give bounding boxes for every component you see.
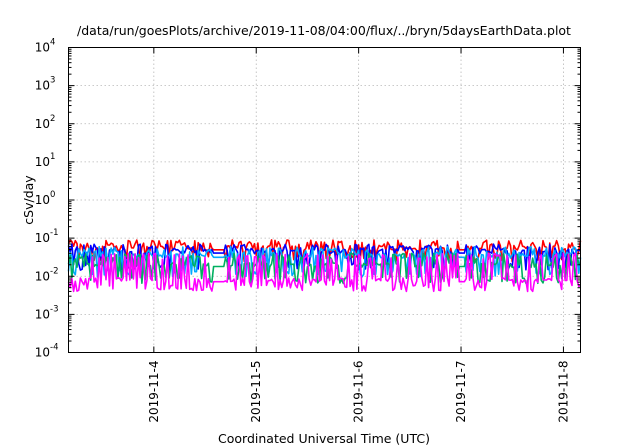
series-line: [67, 252, 581, 293]
y-tick-exponent: 1: [50, 152, 55, 162]
y-tick-exponent: -3: [50, 304, 58, 314]
series-layer: [67, 239, 582, 293]
y-tick-exponent: 0: [50, 190, 55, 200]
y-tick-label: 10: [35, 41, 50, 55]
x-tick-label: 2019-11-4: [147, 361, 161, 423]
x-tick-label: 2019-11-8: [556, 361, 570, 423]
y-tick-label: 10: [35, 155, 50, 169]
y-tick-exponent: 3: [50, 76, 55, 86]
y-tick-label: 10: [35, 231, 50, 245]
y-tick-label: 10: [35, 193, 50, 207]
series-line: [67, 239, 582, 263]
x-tick-label: 2019-11-7: [454, 361, 468, 423]
y-axis-label: cSv/day: [21, 175, 36, 225]
y-tick-label: 10: [35, 117, 50, 131]
y-tick-exponent: 2: [50, 114, 55, 124]
y-tick-exponent: -1: [50, 228, 58, 238]
x-tick-label: 2019-11-5: [249, 361, 263, 423]
y-tick-label: 10: [35, 79, 50, 93]
y-tick-exponent: -4: [50, 343, 58, 353]
y-tick-exponent: -2: [50, 266, 58, 276]
y-tick-label: 10: [35, 269, 50, 283]
y-tick-exponent: 4: [50, 38, 55, 48]
series-line: [67, 243, 581, 271]
grid-layer: [68, 47, 581, 353]
chart-title: /data/run/goesPlots/archive/2019-11-08/0…: [77, 23, 571, 38]
y-tick-label: 10: [35, 346, 50, 360]
x-tick-label: 2019-11-6: [352, 361, 366, 423]
y-tick-label: 10: [35, 307, 50, 321]
x-axis-label: Coordinated Universal Time (UTC): [218, 431, 430, 446]
